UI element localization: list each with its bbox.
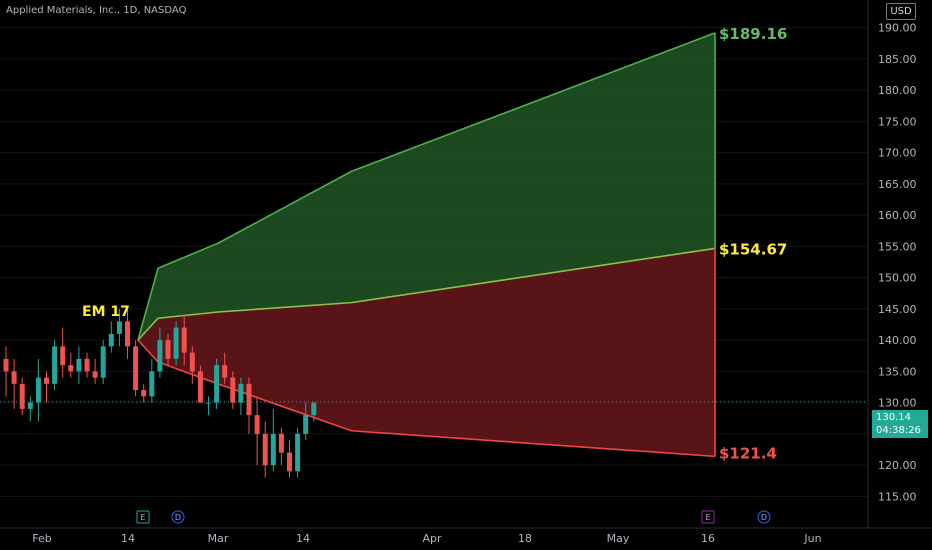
y-tick-label: 160.00 bbox=[878, 209, 917, 222]
x-axis: Feb 14 Mar 14 Apr 18 May 16 Jun E D E D bbox=[0, 510, 932, 545]
y-tick-label: 170.00 bbox=[878, 147, 917, 160]
candle-body bbox=[149, 371, 155, 397]
y-tick-label: 180.00 bbox=[878, 84, 917, 97]
y-tick-label: 115.00 bbox=[878, 490, 917, 503]
x-tick-label: 18 bbox=[518, 532, 532, 545]
candle-body bbox=[230, 377, 236, 403]
candles bbox=[0, 308, 868, 478]
candle-body bbox=[278, 433, 284, 453]
candle-body bbox=[181, 327, 187, 353]
mid-band-line bbox=[137, 247, 716, 341]
candle-body bbox=[214, 365, 220, 403]
upper-band-fill bbox=[138, 32, 715, 341]
chart-title: Applied Materials, Inc., 1D, NASDAQ bbox=[6, 5, 187, 16]
y-tick-label: 120.00 bbox=[878, 459, 917, 472]
candle-body bbox=[238, 383, 244, 403]
y-tick-label: 135.00 bbox=[878, 365, 917, 378]
dividend-marker bbox=[171, 510, 185, 524]
upper-band-line bbox=[137, 32, 716, 341]
last-price-tag: 130.14 04:38:26 bbox=[872, 410, 928, 438]
candle-body bbox=[100, 346, 106, 378]
candle-body bbox=[173, 327, 179, 359]
mid-target-label: $154.67 bbox=[719, 240, 787, 258]
earnings-marker bbox=[136, 510, 150, 524]
countdown: 04:38:26 bbox=[876, 425, 921, 436]
candle-body bbox=[189, 352, 195, 372]
candle-body bbox=[157, 340, 163, 372]
last-price: 130.14 bbox=[876, 412, 911, 423]
y-tick-label: 150.00 bbox=[878, 272, 917, 285]
x-tick-label: Jun bbox=[803, 532, 821, 545]
candle-body bbox=[206, 402, 211, 404]
candle-body bbox=[108, 333, 114, 347]
y-tick-label: 190.00 bbox=[878, 22, 917, 35]
x-tick-label: Apr bbox=[422, 532, 442, 545]
x-tick-label: 14 bbox=[121, 532, 135, 545]
candle-body bbox=[262, 433, 268, 466]
candle-body bbox=[287, 452, 292, 472]
x-tick-label: Mar bbox=[208, 532, 229, 545]
candle-body bbox=[35, 377, 41, 403]
y-tick-label: 130.00 bbox=[878, 397, 917, 410]
candle-body bbox=[165, 340, 171, 359]
candle-body bbox=[303, 415, 309, 434]
candle-body bbox=[197, 371, 203, 403]
candle-body bbox=[246, 383, 252, 416]
candle-body bbox=[3, 358, 9, 372]
expected-move-bands bbox=[137, 32, 716, 458]
event-marker-label: D bbox=[761, 513, 767, 522]
candle-body bbox=[84, 358, 90, 372]
candle-body bbox=[254, 415, 260, 434]
event-marker-label: D bbox=[175, 513, 181, 522]
candle-body bbox=[76, 358, 82, 372]
y-tick-label: 155.00 bbox=[878, 240, 917, 253]
candle-body bbox=[52, 346, 58, 384]
candle-body bbox=[19, 383, 25, 409]
band-labels: $189.16 $154.67 $121.4 EM 17 bbox=[82, 25, 787, 463]
upper-target-label: $189.16 bbox=[719, 25, 787, 43]
event-marker-label: E bbox=[140, 513, 145, 522]
y-tick-label: 185.00 bbox=[878, 53, 917, 66]
y-tick-label: 165.00 bbox=[878, 178, 917, 191]
x-tick-label: 14 bbox=[296, 532, 310, 545]
y-tick-label: 175.00 bbox=[878, 115, 917, 128]
candle-body bbox=[125, 321, 130, 347]
candle-body bbox=[222, 365, 228, 378]
candle-body bbox=[60, 346, 66, 366]
candle-body bbox=[295, 433, 301, 472]
x-tick-label: May bbox=[607, 532, 630, 545]
candle-body bbox=[27, 402, 33, 409]
y-tick-label: 145.00 bbox=[878, 303, 917, 316]
candle-body bbox=[133, 346, 139, 391]
lower-band-fill bbox=[138, 248, 715, 457]
candle-body bbox=[92, 371, 98, 378]
candle-body bbox=[11, 371, 17, 384]
currency-button[interactable]: USD bbox=[886, 3, 916, 20]
y-axis: 115.00120.00125.00130.00135.00140.00145.… bbox=[867, 0, 917, 528]
dividend-marker bbox=[757, 510, 771, 524]
candle-body bbox=[68, 365, 74, 372]
y-tick-label: 140.00 bbox=[878, 334, 917, 347]
candle-body bbox=[141, 390, 147, 397]
x-tick-label: 16 bbox=[701, 532, 715, 545]
x-tick-label: Feb bbox=[32, 532, 51, 545]
candle-body bbox=[44, 377, 49, 384]
candle-body bbox=[116, 321, 122, 334]
earnings-marker bbox=[701, 510, 715, 524]
event-marker-label: E bbox=[705, 513, 710, 522]
candle-body bbox=[311, 402, 317, 416]
em-label: EM 17 bbox=[82, 304, 130, 320]
candle-body bbox=[270, 433, 276, 466]
lower-target-label: $121.4 bbox=[719, 444, 777, 462]
